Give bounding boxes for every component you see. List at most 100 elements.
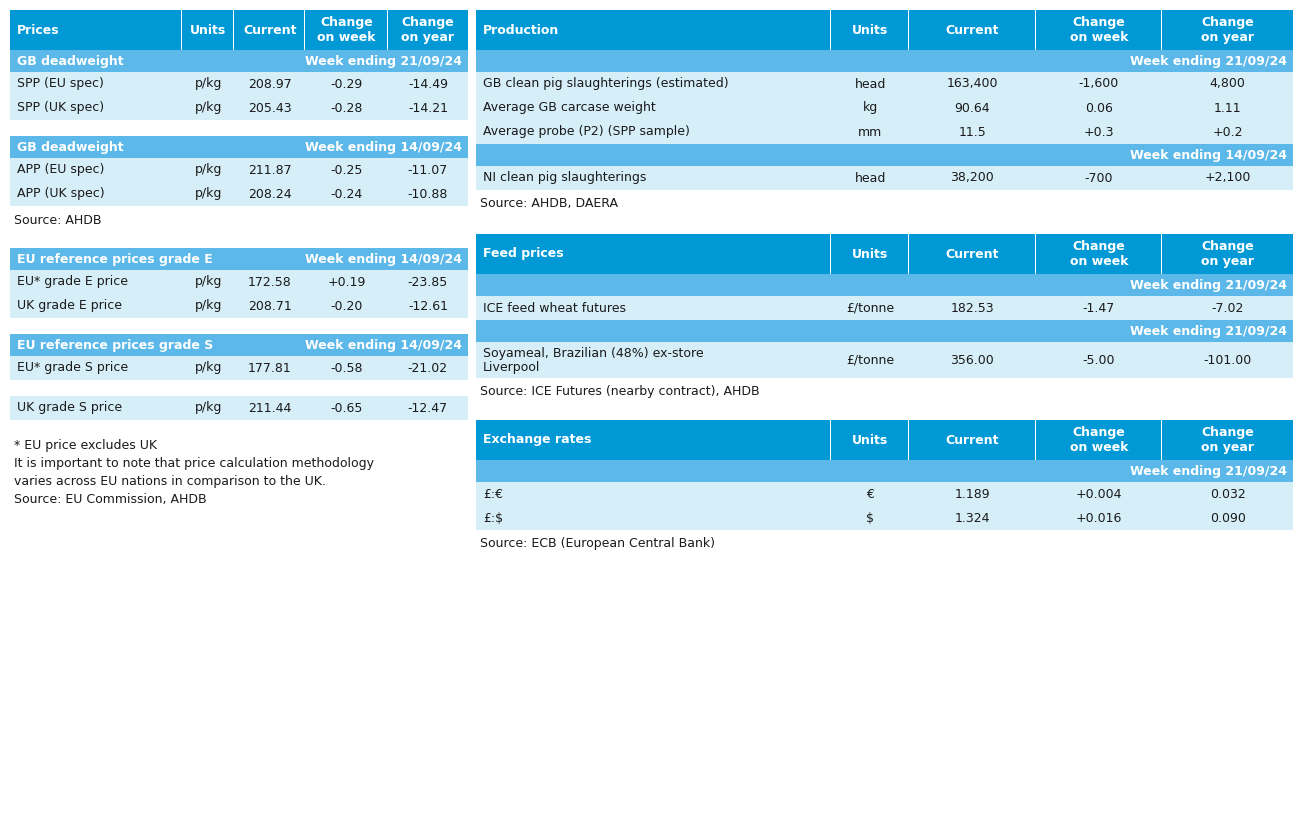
- Bar: [831, 234, 908, 274]
- Text: APP (UK spec): APP (UK spec): [17, 187, 104, 200]
- Bar: [831, 420, 908, 460]
- Text: 163,400: 163,400: [946, 77, 998, 90]
- Text: Current: Current: [946, 24, 999, 37]
- Text: Week ending 14/09/24: Week ending 14/09/24: [305, 141, 463, 154]
- Text: 182.53: 182.53: [950, 301, 994, 314]
- Text: UK grade S price: UK grade S price: [17, 401, 122, 414]
- Bar: [10, 136, 468, 158]
- Text: Change
on week: Change on week: [1070, 15, 1128, 44]
- Text: kg: kg: [863, 102, 878, 115]
- Text: Change
on week: Change on week: [318, 15, 375, 44]
- Text: GB deadweight: GB deadweight: [17, 141, 124, 154]
- Bar: [476, 506, 1293, 530]
- Bar: [10, 380, 468, 396]
- Text: EU* grade S price: EU* grade S price: [17, 361, 128, 374]
- Text: SPP (EU spec): SPP (EU spec): [17, 77, 104, 90]
- Bar: [10, 334, 468, 356]
- Text: -21.02: -21.02: [408, 361, 448, 374]
- Text: Source: AHDB, DAERA: Source: AHDB, DAERA: [480, 198, 618, 211]
- Text: -0.29: -0.29: [331, 77, 362, 90]
- Text: +2,100: +2,100: [1204, 172, 1251, 185]
- Text: +0.004: +0.004: [1076, 488, 1122, 501]
- Text: £:€: £:€: [483, 488, 503, 501]
- Text: APP (EU spec): APP (EU spec): [17, 164, 104, 177]
- Text: Week ending 21/09/24: Week ending 21/09/24: [1130, 465, 1287, 478]
- Bar: [10, 248, 468, 270]
- Bar: [10, 120, 468, 136]
- Text: -12.61: -12.61: [408, 300, 448, 313]
- Bar: [476, 320, 1293, 342]
- Text: -0.58: -0.58: [331, 361, 362, 374]
- Text: 1.324: 1.324: [955, 511, 990, 524]
- Text: Week ending 21/09/24: Week ending 21/09/24: [1130, 278, 1287, 291]
- Text: NI clean pig slaughterings: NI clean pig slaughterings: [483, 172, 646, 185]
- Bar: [10, 10, 181, 50]
- Text: -101.00: -101.00: [1204, 353, 1252, 366]
- Bar: [181, 10, 233, 50]
- Bar: [476, 420, 830, 460]
- Text: +0.2: +0.2: [1212, 125, 1243, 138]
- Bar: [10, 50, 468, 72]
- Text: head: head: [855, 77, 886, 90]
- Bar: [476, 234, 830, 274]
- Text: * EU price excludes UK: * EU price excludes UK: [14, 439, 156, 452]
- Text: varies across EU nations in comparison to the UK.: varies across EU nations in comparison t…: [14, 475, 326, 488]
- Bar: [10, 158, 468, 182]
- Text: 38,200: 38,200: [950, 172, 994, 185]
- Bar: [235, 10, 305, 50]
- Bar: [1162, 234, 1293, 274]
- Text: -23.85: -23.85: [408, 275, 448, 288]
- Text: Current: Current: [946, 434, 999, 447]
- Text: p/kg: p/kg: [194, 187, 222, 200]
- Text: Source: AHDB: Source: AHDB: [14, 213, 102, 226]
- Text: Source: EU Commission, AHDB: Source: EU Commission, AHDB: [14, 492, 207, 505]
- Text: £/tonne: £/tonne: [846, 353, 894, 366]
- Text: EU reference prices grade S: EU reference prices grade S: [17, 339, 214, 352]
- Bar: [10, 96, 468, 120]
- Text: p/kg: p/kg: [194, 77, 222, 90]
- Text: 1.189: 1.189: [955, 488, 990, 501]
- Text: p/kg: p/kg: [194, 300, 222, 313]
- Text: Production: Production: [483, 24, 559, 37]
- Bar: [476, 342, 1293, 378]
- Text: Week ending 14/09/24: Week ending 14/09/24: [1130, 148, 1287, 161]
- Bar: [10, 182, 468, 206]
- Text: Source: ICE Futures (nearby contract), AHDB: Source: ICE Futures (nearby contract), A…: [480, 386, 760, 399]
- Text: UK grade E price: UK grade E price: [17, 300, 122, 313]
- Bar: [10, 396, 468, 420]
- Bar: [476, 50, 1293, 72]
- Text: -1.47: -1.47: [1083, 301, 1115, 314]
- Text: Units: Units: [852, 24, 889, 37]
- Text: -0.25: -0.25: [331, 164, 362, 177]
- Text: Change
on year: Change on year: [1201, 426, 1255, 454]
- Text: £/tonne: £/tonne: [846, 301, 894, 314]
- Text: €: €: [866, 488, 874, 501]
- Text: 211.44: 211.44: [249, 401, 292, 414]
- Text: Soyameal, Brazilian (48%) ex-store: Soyameal, Brazilian (48%) ex-store: [483, 347, 704, 360]
- Bar: [476, 482, 1293, 506]
- Bar: [476, 120, 1293, 144]
- Bar: [10, 270, 468, 294]
- Text: 205.43: 205.43: [248, 102, 292, 115]
- Text: -7.02: -7.02: [1212, 301, 1244, 314]
- Text: p/kg: p/kg: [194, 401, 222, 414]
- Text: 208.97: 208.97: [248, 77, 292, 90]
- Text: ICE feed wheat futures: ICE feed wheat futures: [483, 301, 625, 314]
- Text: SPP (UK spec): SPP (UK spec): [17, 102, 104, 115]
- Text: 90.64: 90.64: [955, 102, 990, 115]
- Text: 356.00: 356.00: [950, 353, 994, 366]
- Text: EU reference prices grade E: EU reference prices grade E: [17, 252, 212, 265]
- Text: p/kg: p/kg: [194, 275, 222, 288]
- Text: Feed prices: Feed prices: [483, 247, 564, 260]
- Text: 208.24: 208.24: [248, 187, 292, 200]
- Text: 11.5: 11.5: [959, 125, 986, 138]
- Text: Units: Units: [852, 434, 889, 447]
- Text: Current: Current: [244, 24, 297, 37]
- Text: £:$: £:$: [483, 511, 503, 524]
- Text: 211.87: 211.87: [248, 164, 292, 177]
- Text: GB clean pig slaughterings (estimated): GB clean pig slaughterings (estimated): [483, 77, 728, 90]
- Text: Units: Units: [852, 247, 889, 260]
- Text: 4,800: 4,800: [1209, 77, 1246, 90]
- Bar: [1036, 420, 1161, 460]
- Text: -700: -700: [1084, 172, 1113, 185]
